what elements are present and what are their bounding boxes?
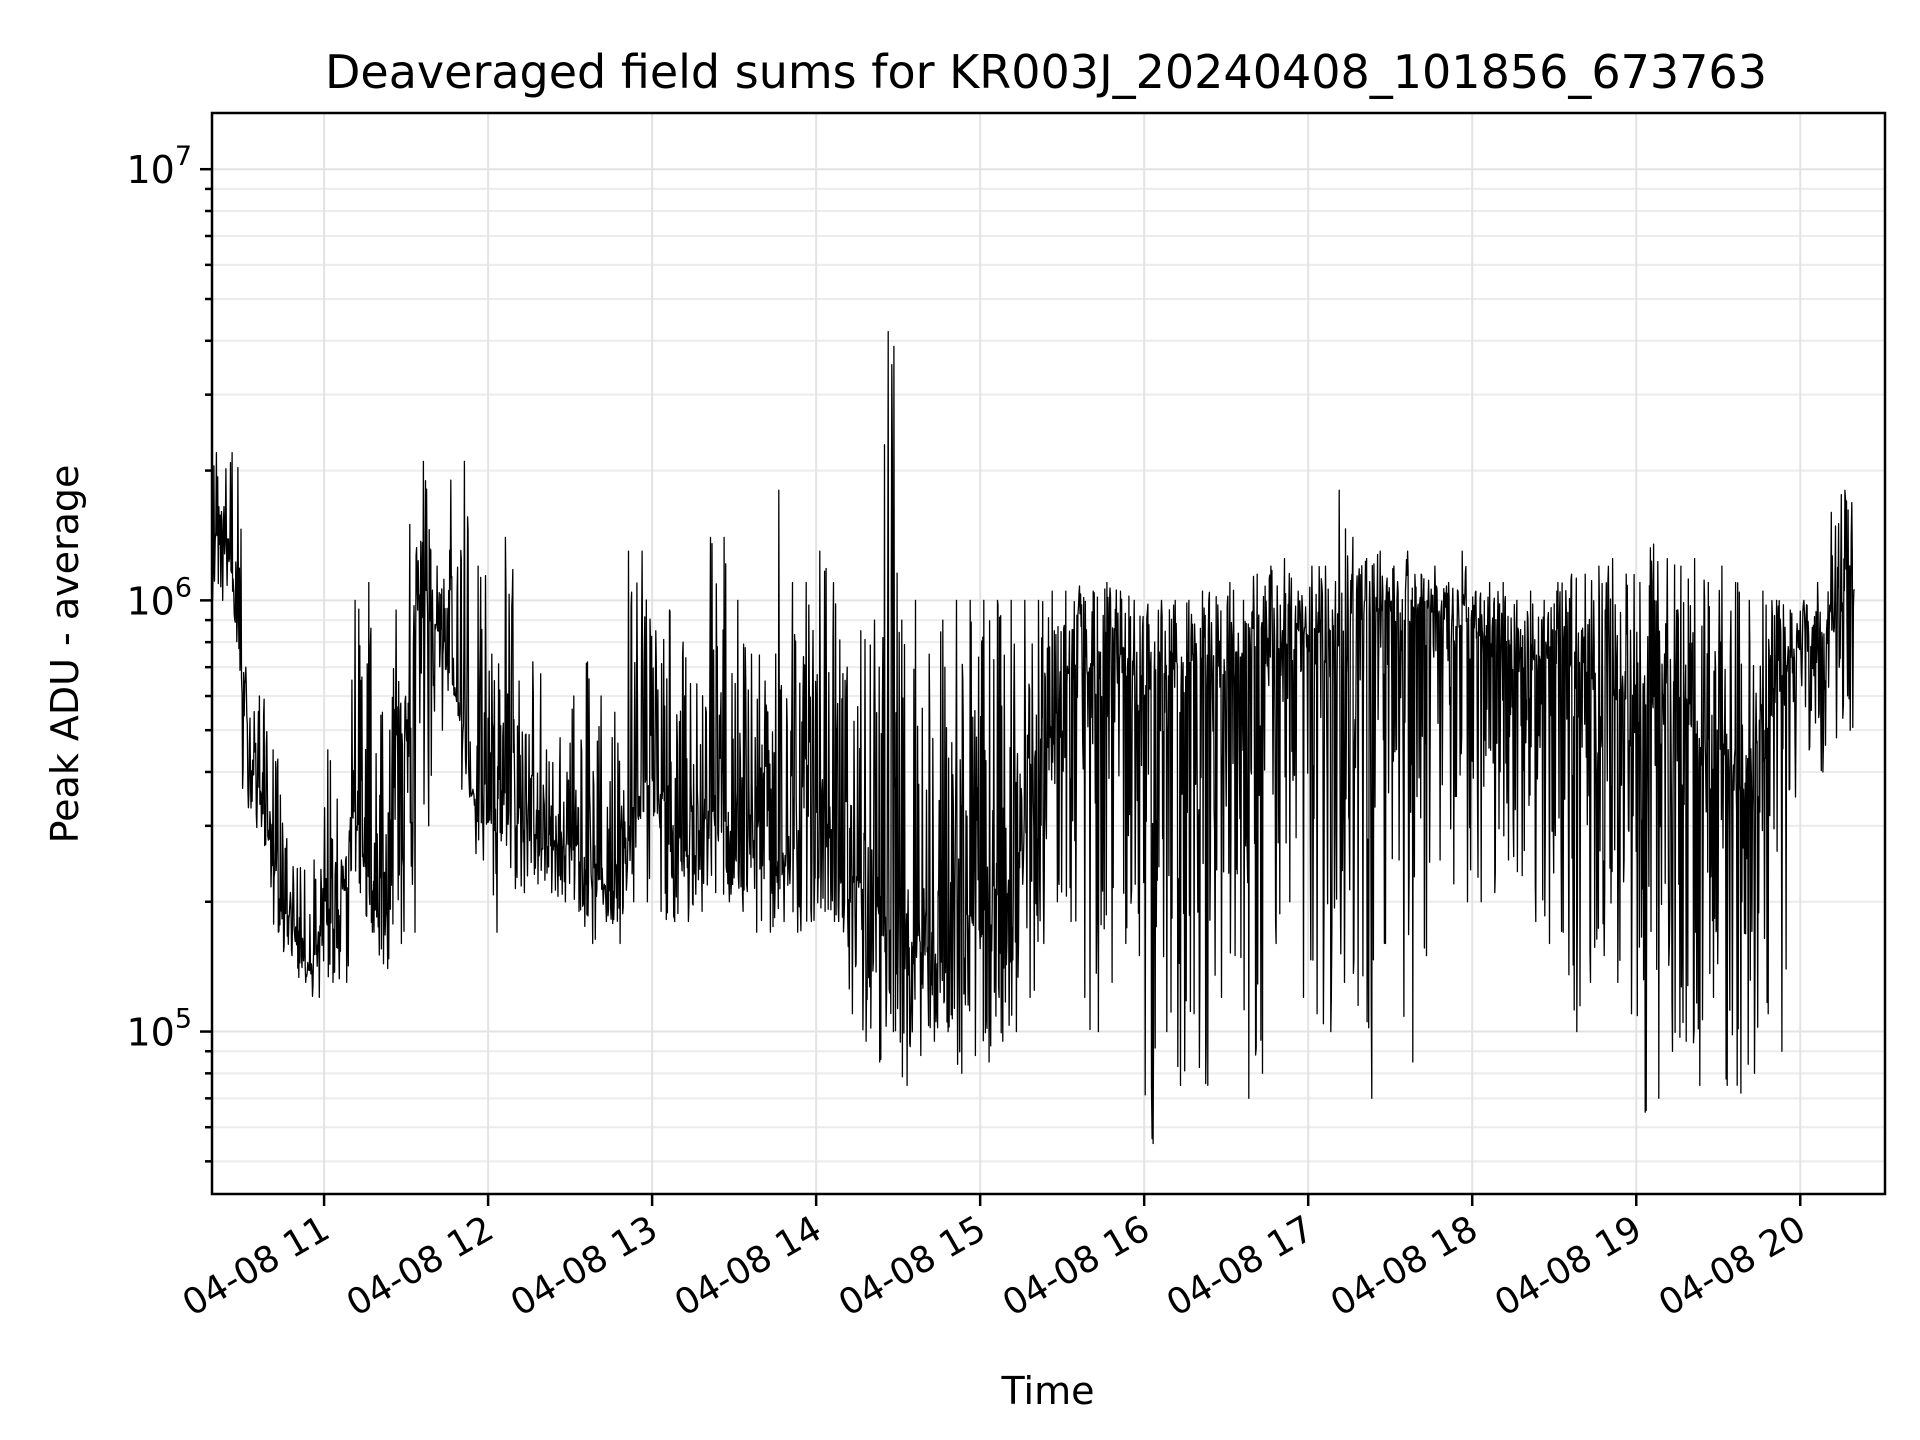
y-axis: 105 106 107 (126, 141, 212, 1163)
series-layer (211, 330, 1855, 1145)
chart-title: Deaveraged field sums for KR003J_2024040… (325, 45, 1767, 99)
y-axis-label: Peak ADU - average (43, 465, 87, 844)
x-axis-label: Time (1001, 1369, 1095, 1413)
y-tick-label: 105 (126, 1004, 192, 1055)
y-tick-label: 107 (126, 141, 192, 192)
y-tick-label: 106 (126, 572, 192, 623)
data-series-line (211, 330, 1855, 1145)
plot-frame (210, 111, 1887, 1196)
